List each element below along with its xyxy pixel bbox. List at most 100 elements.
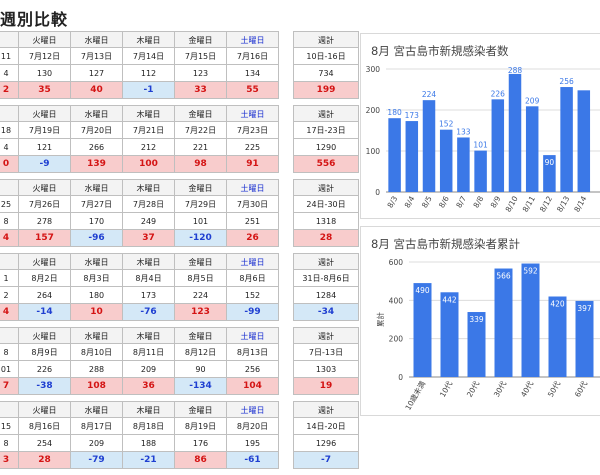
count-cell: 1318 [293,213,359,230]
date-cell: 7月14日 [123,48,175,65]
diff-cell: -9 [19,156,71,173]
date-cell: 8 [0,344,19,361]
bar [577,90,591,192]
x-tick-label: 10歳未満 [403,379,428,412]
weekday-header: 火曜日 [19,253,71,270]
count-cell: 266 [71,139,123,156]
count-cell: 8 [0,435,19,452]
diff-cell: 139 [71,156,123,173]
count-cell: 224 [175,287,227,304]
diff-cell: -120 [175,230,227,247]
column-gap [279,304,293,321]
count-cell: 90 [175,361,227,378]
weekday-header: 金曜日 [175,253,227,270]
bar [439,129,453,192]
date-cell: 7月12日 [19,48,71,65]
date-cell: 7月26日 [19,196,71,213]
diff-cell: -38 [19,378,71,395]
data-label: 256 [559,77,574,86]
count-cell: 1284 [293,287,359,304]
count-cell: 221 [175,139,227,156]
date-cell: 7月22日 [175,122,227,139]
count-cell: 127 [71,65,123,82]
data-label: 101 [473,141,488,150]
weekly-tables: 火曜日 水曜日 木曜日 金曜日 土曜日 週計 11 7月12日 7月13日 7月14日 7月15日 7… [0,31,359,475]
column-gap [279,31,293,48]
weekday-header: 火曜日 [19,401,71,418]
date-cell: 8月18日 [123,418,175,435]
y-tick-label: 100 [366,147,381,156]
bar [491,99,505,192]
count-cell: 176 [175,435,227,452]
date-cell: 8月17日 [71,418,123,435]
bar [521,263,540,377]
count-cell: 170 [71,213,123,230]
diff-cell: -61 [227,452,279,469]
count-cell: 278 [19,213,71,230]
x-tick-label: 8/10 [504,194,520,213]
bar [467,312,486,377]
date-cell: 7月27日 [71,196,123,213]
column-gap [279,435,293,452]
weekday-header: 土曜日 [227,179,279,196]
diff-cell: -21 [123,452,175,469]
count-cell: 256 [227,361,279,378]
cumulative-cases-chart: 8月 宮古島市新規感染者累計 0 200 400 600 累計 490 10歳未満 442 10… [360,226,600,416]
weekday-header [0,401,19,418]
diff-cell: 3 [0,452,19,469]
date-cell: 1 [0,270,19,287]
count-cell: 134 [227,65,279,82]
weekday-header: 木曜日 [123,401,175,418]
date-cell: 24日-30日 [293,196,359,213]
date-cell: 8月10日 [71,344,123,361]
date-cell: 8月11日 [123,344,175,361]
weekday-header: 水曜日 [71,401,123,418]
diff-cell: -14 [19,304,71,321]
daily-cases-chart: 8月 宮古島市新規感染者数 0 100 200 300 180 8/3 173 8/4 224 8… [360,33,600,219]
diff-cell: 2 [0,82,19,99]
date-cell: 7月20日 [71,122,123,139]
date-cell: 14日-20日 [293,418,359,435]
column-gap [279,270,293,287]
count-cell: 225 [227,139,279,156]
weekday-header [0,105,19,122]
weekday-header: 火曜日 [19,105,71,122]
count-cell: 130 [19,65,71,82]
weekday-header: 火曜日 [19,31,71,48]
y-tick-label: 200 [366,106,381,115]
x-tick-label: 8/13 [555,194,571,213]
x-tick-label: 8/7 [454,194,468,209]
data-label: 420 [550,300,565,309]
count-cell: 195 [227,435,279,452]
date-cell: 7月23日 [227,122,279,139]
diff-cell: 26 [227,230,279,247]
column-gap [279,378,293,395]
x-tick-label: 20代 [464,379,481,399]
bar [474,150,487,192]
date-cell: 8月19日 [175,418,227,435]
y-tick-label: 200 [389,335,404,344]
x-tick-label: 8/3 [385,194,399,209]
count-cell: 2 [0,287,19,304]
date-cell: 25 [0,196,19,213]
cumulative-cases-svg: 0 200 400 600 累計 490 10歳未満 442 10代 339 20代 566 30代 59… [375,258,600,412]
date-cell: 7月29日 [175,196,227,213]
weekday-header [0,31,19,48]
column-gap [279,361,293,378]
column-gap [279,48,293,65]
diff-cell: 7 [0,378,19,395]
date-cell: 7月19日 [19,122,71,139]
diff-cell: 0 [0,156,19,173]
count-cell: 112 [123,65,175,82]
x-tick-label: 8/11 [521,194,537,213]
count-cell: 1296 [293,435,359,452]
diff-cell: 98 [175,156,227,173]
data-label: 180 [387,108,402,117]
date-cell: 7月21日 [123,122,175,139]
diff-cell: 36 [123,378,175,395]
weekday-header [0,253,19,270]
week-table: 火曜日 水曜日 木曜日 金曜日 土曜日 週計 25 7月26日 7月27日 7月28日 7月29日 7… [0,179,359,247]
weekday-header: 木曜日 [123,179,175,196]
diff-cell: -7 [293,452,359,469]
date-cell: 8月20日 [227,418,279,435]
